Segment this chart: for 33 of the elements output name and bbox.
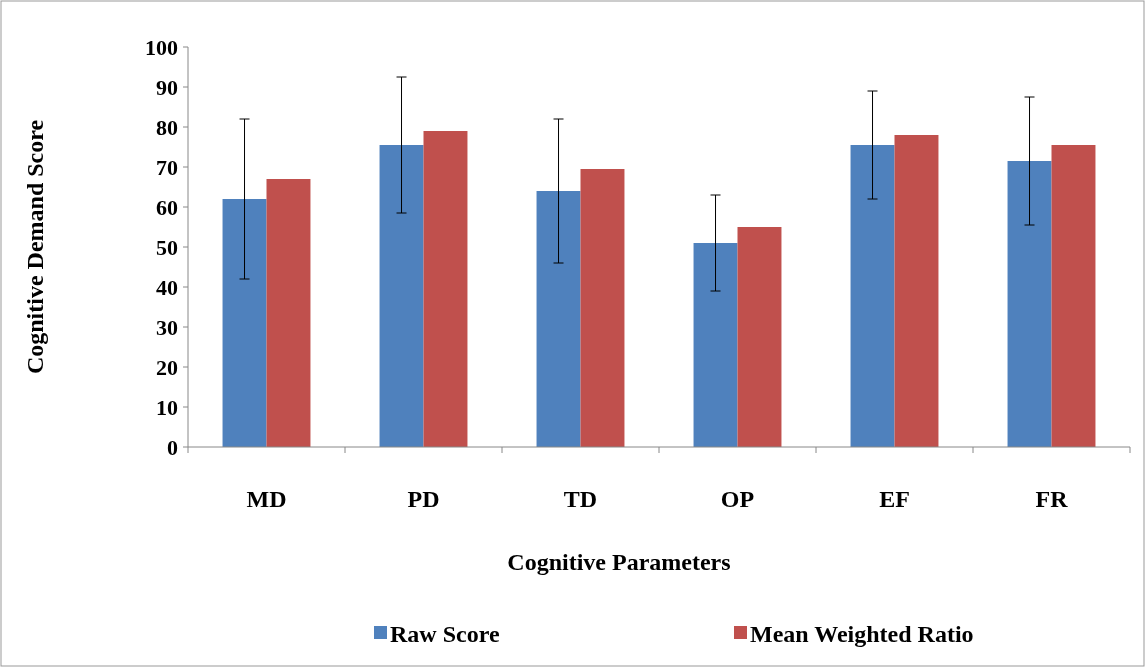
bar (536, 191, 581, 447)
y-tick-label: 20 (156, 354, 178, 380)
y-tick-label: 60 (156, 194, 178, 220)
bar (894, 135, 939, 447)
y-tick-label: 40 (156, 274, 178, 300)
x-tick-label: PD (407, 486, 440, 512)
bar (1007, 161, 1052, 447)
y-axis-title: Cognitive Demand Score (22, 119, 48, 375)
x-tick-label: FR (1035, 486, 1069, 512)
y-tick-label: 0 (167, 434, 178, 460)
y-tick-label: 50 (156, 234, 178, 260)
x-tick-label: EF (879, 486, 910, 512)
y-tick-label: 80 (156, 114, 178, 140)
bar (1051, 145, 1096, 447)
y-tick-label: 70 (156, 154, 178, 180)
bar (737, 227, 782, 447)
x-tick-label: OP (720, 486, 755, 512)
bar (693, 243, 738, 447)
bar (423, 131, 468, 447)
x-tick-label: MD (246, 486, 287, 512)
y-tick-label: 90 (156, 74, 178, 100)
y-tick-label: 10 (156, 394, 178, 420)
y-tick-label: 100 (145, 34, 178, 60)
legend-label: Mean Weighted Ratio (750, 621, 974, 648)
x-axis-title: Cognitive Parameters (507, 549, 731, 575)
bar (580, 169, 625, 447)
bar (379, 145, 424, 447)
legend-label: Raw Score (390, 621, 500, 648)
bar (266, 179, 311, 447)
x-tick-label: TD (563, 486, 598, 512)
bar (222, 199, 267, 447)
bar (850, 145, 895, 447)
y-tick-label: 30 (156, 314, 178, 340)
